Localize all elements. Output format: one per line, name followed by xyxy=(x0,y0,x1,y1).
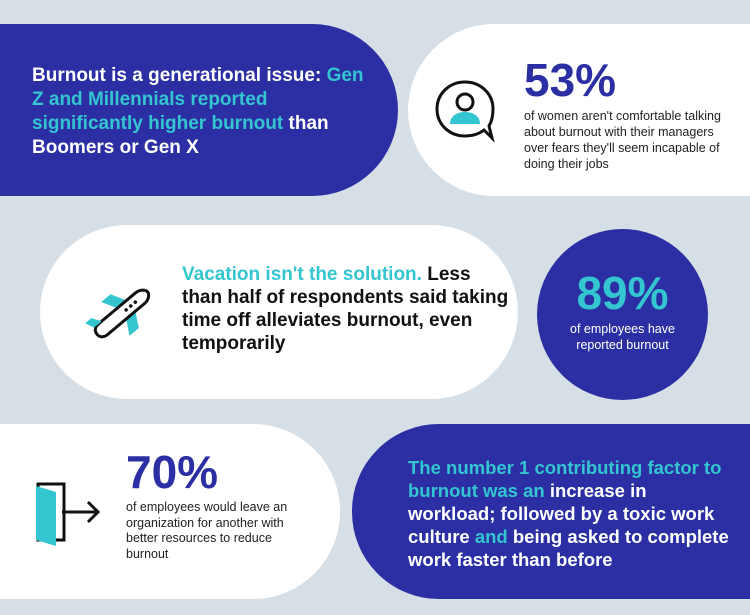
generational-line-2: than Boomers or Gen X xyxy=(32,113,329,158)
factor-white-2: being asked to complete work faster than… xyxy=(408,526,729,570)
leave-organization-card: 70% of employees would leave an organiza… xyxy=(0,424,340,599)
exit-door-icon xyxy=(36,482,101,546)
airplane-icon xyxy=(85,288,151,339)
generational-issue-card: Burnout is a generational issue: Gen Z a… xyxy=(0,24,398,196)
generational-issue-text: Burnout is a generational issue: Gen Z a… xyxy=(32,64,372,160)
leave-organization-value: 70% xyxy=(126,446,219,498)
factor-white-1: increase in workload; followed by a toxi… xyxy=(408,480,715,547)
vacation-headline: Vacation isn't the solution. xyxy=(182,264,422,285)
person-speech-bubble-icon xyxy=(435,80,495,143)
employees-burnout-value: 89% xyxy=(576,267,669,319)
women-stat-card: 53% of women aren't comfortable talking … xyxy=(408,24,750,196)
leave-organization-description: of employees would leave an organization… xyxy=(126,500,288,561)
women-stat-description: of women aren't comfortable talking abou… xyxy=(524,109,721,171)
employees-burnout-circle: 89% of employees have reported burnout xyxy=(537,229,708,400)
factor-teal-2: and xyxy=(469,526,508,547)
vacation-card: Vacation isn't the solution. Less than h… xyxy=(40,225,518,399)
contributing-factor-card: The number 1 contributing factor to burn… xyxy=(352,424,750,599)
employees-burnout-description: of employees have reported burnout xyxy=(570,322,675,352)
contributing-factor-text: The number 1 contributing factor to burn… xyxy=(408,456,738,571)
women-stat-value: 53% xyxy=(524,54,617,106)
vacation-body: Less than half of respondents said takin… xyxy=(182,264,509,354)
factor-teal-1: The number 1 contributing factor to burn… xyxy=(408,457,722,501)
vacation-text: Vacation isn't the solution. Less than h… xyxy=(182,263,512,355)
generational-highlight: Gen Z and Millennials reported significa… xyxy=(32,65,364,134)
generational-line-1: Burnout is a generational issue: xyxy=(32,65,322,86)
